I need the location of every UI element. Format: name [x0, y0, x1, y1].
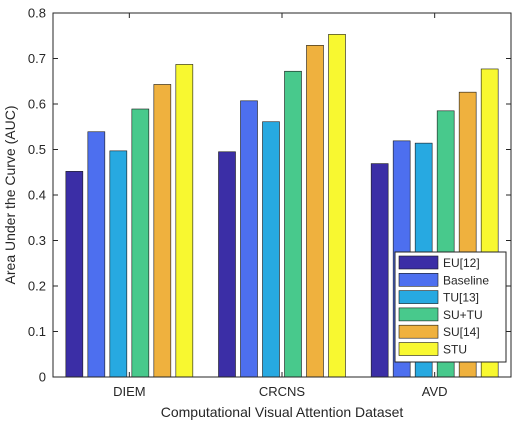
y-tick-label: 0.1: [28, 324, 46, 339]
legend-label: SU[14]: [443, 325, 480, 339]
legend-label: EU[12]: [443, 256, 480, 270]
bar-su-14-crcns: [306, 45, 324, 378]
y-axis-title: Area Under the Curve (AUC): [2, 106, 18, 285]
bar-su-14-diem: [153, 84, 172, 378]
legend-swatch: [398, 290, 439, 304]
y-ticks-group: 0 0.1 0.2 0.3 0.4 0.5 0.6 0.7 0.8: [28, 6, 511, 385]
x-axis-title: Computational Visual Attention Dataset: [161, 404, 404, 420]
y-tick-label: 0.7: [28, 51, 46, 66]
bar-stu-crcns: [328, 34, 346, 378]
legend: EU[12] Baseline TU[13] SU+TU SU[14] STU: [394, 251, 507, 363]
bar-stu-diem: [175, 64, 194, 378]
legend-label: TU[13]: [443, 291, 479, 305]
legend-swatch: [398, 272, 439, 287]
x-tick-label: DIEM: [113, 384, 146, 399]
legend-label: SU+TU: [443, 308, 483, 322]
x-tick-label: AVD: [422, 384, 448, 399]
bar-baseline-crcns: [240, 100, 258, 378]
bar-eu-12-crcns: [218, 151, 236, 378]
y-tick-label: 0.8: [28, 6, 46, 21]
plot-frame: [52, 12, 512, 378]
bar-eu-12-diem: [65, 171, 84, 378]
y-tick-label: 0.3: [28, 233, 46, 248]
y-tick-label: 0.4: [28, 188, 46, 203]
x-ticks-group: DIEM CRCNS AVD: [113, 13, 448, 399]
bar-tu-13-crcns: [262, 121, 280, 378]
y-tick-label: 0: [39, 370, 46, 385]
legend-label: STU: [443, 343, 467, 357]
y-tick-label: 0.5: [28, 142, 46, 157]
legend-label: Baseline: [443, 273, 489, 287]
legend-swatch: [398, 324, 439, 339]
bars-group: [65, 34, 499, 378]
bar-su-tu-crcns: [284, 70, 302, 378]
y-tick-label: 0.6: [28, 97, 46, 112]
x-tick-label: CRCNS: [259, 384, 306, 399]
bar-tu-13-diem: [109, 150, 128, 378]
bar-su-tu-diem: [131, 108, 150, 378]
bar-baseline-diem: [87, 131, 106, 378]
legend-swatch: [398, 342, 439, 356]
legend-swatch: [398, 307, 439, 322]
bar-eu-12-avd: [370, 163, 389, 378]
legend-swatch: [398, 255, 439, 270]
y-tick-label: 0.2: [28, 279, 46, 294]
